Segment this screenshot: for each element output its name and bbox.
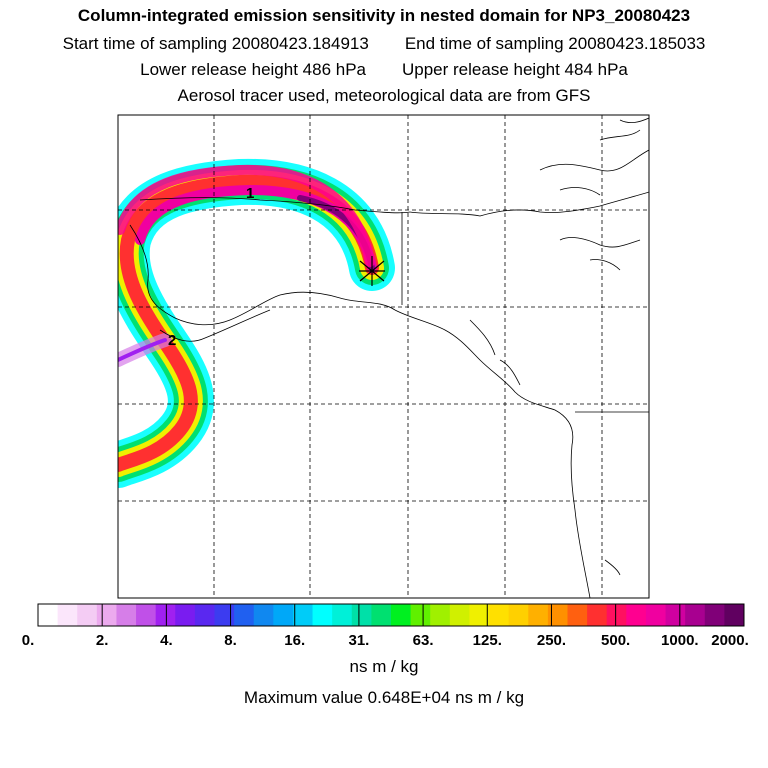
colorbar-tick-label: 500. xyxy=(601,632,631,649)
sampling-times: Start time of sampling 20080423.184913 En… xyxy=(0,34,768,54)
colorbar-swatch xyxy=(214,604,235,626)
maximum-value-label: Maximum value 0.648E+04 ns m / kg xyxy=(243,688,525,707)
colorbar-swatch xyxy=(547,604,568,626)
colorbar-swatch xyxy=(626,604,647,626)
colorbar-swatch xyxy=(665,604,686,626)
colorbar-swatch xyxy=(116,604,137,626)
colorbar-tick-label: 250. xyxy=(536,632,567,649)
colorbar-swatch xyxy=(606,604,627,626)
colorbar-tick-label: 16. xyxy=(284,632,306,649)
colorbar-swatch xyxy=(136,604,157,626)
coastlines xyxy=(129,117,649,598)
start-time-label: Start time of sampling 20080423.184913 xyxy=(62,34,369,53)
colorbar-swatch xyxy=(489,604,510,626)
trajectory-marker-2: 2 xyxy=(168,332,176,349)
map-area: 1 2 xyxy=(118,115,649,598)
colorbar-swatch xyxy=(351,604,372,626)
borders xyxy=(401,212,649,413)
colorbar-swatch xyxy=(312,604,333,626)
colorbar-swatch xyxy=(391,604,412,626)
colorbar-swatch xyxy=(175,604,196,626)
colorbar-swatch xyxy=(410,604,431,626)
plot-title: Column-integrated emission sensitivity i… xyxy=(77,6,691,25)
colorbar-swatch xyxy=(508,604,529,626)
colorbar-tick-label: 4. xyxy=(160,632,173,649)
map-frame xyxy=(117,114,650,599)
upper-height-label: Upper release height 484 hPa xyxy=(402,60,628,79)
colorbar-swatch xyxy=(194,604,215,626)
colorbar-tick-label: 2. xyxy=(95,632,109,649)
colorbar-swatch xyxy=(449,604,470,626)
lower-height-label: Lower release height 486 hPa xyxy=(140,60,366,79)
star-icon xyxy=(359,256,385,286)
trajectory-marker-1: 1 xyxy=(246,185,254,202)
colorbar-swatch xyxy=(77,604,98,626)
colorbar-swatch xyxy=(253,604,274,626)
end-time-label: End time of sampling 20080423.185033 xyxy=(404,34,706,53)
colorbar-swatch xyxy=(430,604,451,626)
colorbar-tick-label: 8. xyxy=(224,632,237,649)
colorbar-swatch xyxy=(724,604,745,626)
tracer-info: Aerosol tracer used, meteorological data… xyxy=(177,86,591,105)
colorbar-tick-label: 63. xyxy=(412,632,434,649)
colorbar-swatch xyxy=(567,604,588,626)
colorbar-tick-label: 125. xyxy=(472,632,502,649)
colorbar-swatch xyxy=(332,604,353,626)
colorbar-swatch xyxy=(96,604,117,626)
colorbar-swatch xyxy=(645,604,667,626)
colorbar-swatch xyxy=(57,604,78,626)
colorbar-swatch xyxy=(371,604,392,626)
colorbar-swatch xyxy=(38,604,59,626)
colorbar-tick-label: 31. xyxy=(348,632,370,649)
colorbar-swatch xyxy=(273,604,294,626)
colorbar-swatch xyxy=(685,604,706,626)
colorbar-swatch xyxy=(292,604,314,626)
colorbar-tick-label: 2000. xyxy=(711,632,749,649)
colorbar-frame xyxy=(37,603,745,627)
colorbar-swatch xyxy=(234,604,255,626)
emission-plume xyxy=(118,158,395,488)
colorbar-units: ns m / kg xyxy=(349,657,419,676)
colorbar-swatch xyxy=(155,604,176,626)
colorbar xyxy=(37,603,745,627)
colorbar-tick-label: 1000. xyxy=(661,632,699,649)
colorbar-tick-label: 0. xyxy=(21,632,35,649)
release-heights: Lower release height 486 hPa Upper releas… xyxy=(0,60,768,80)
colorbar-swatch xyxy=(528,604,549,626)
colorbar-swatch xyxy=(469,604,490,626)
graticule xyxy=(118,115,649,598)
colorbar-swatch xyxy=(704,604,725,626)
colorbar-swatch xyxy=(587,604,608,626)
